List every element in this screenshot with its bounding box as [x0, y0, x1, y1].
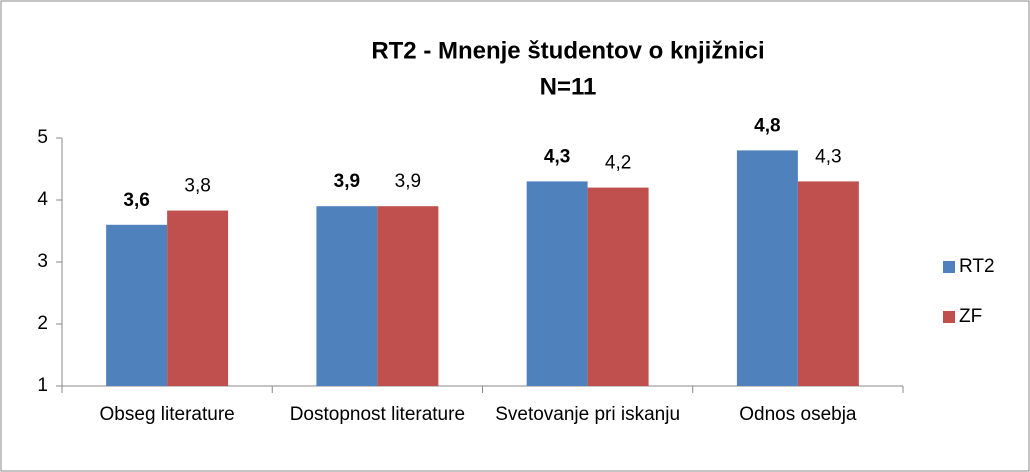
bar: [736, 150, 798, 386]
legend-swatch: [943, 261, 955, 273]
chart-subtitle: N=11: [540, 73, 597, 100]
value-label: 3,6: [123, 190, 149, 211]
y-tick-label: 4: [37, 189, 48, 210]
value-label: 4,8: [754, 115, 780, 136]
y-tick-label: 1: [37, 375, 48, 396]
bar: [526, 181, 588, 386]
value-label: 3,8: [184, 176, 210, 197]
bar: [797, 181, 859, 386]
y-tick-label: 5: [37, 127, 48, 148]
value-label: 4,3: [815, 146, 841, 167]
legend-swatch: [943, 311, 955, 323]
bar: [587, 187, 649, 386]
legend-label: ZF: [959, 306, 982, 327]
x-tick-label: Dostopnost literature: [289, 404, 466, 425]
value-label: 3,9: [395, 171, 421, 192]
x-tick-label: Svetovanje pri iskanju: [495, 404, 681, 425]
bar: [377, 206, 439, 386]
legend-label: RT2: [959, 256, 995, 277]
y-tick-label: 2: [37, 313, 48, 334]
bar: [106, 224, 168, 386]
value-label: 4,3: [544, 146, 570, 167]
value-label: 3,9: [334, 171, 360, 192]
x-tick-label: Obseg literature: [99, 404, 235, 425]
chart-title: RT2 - Mnenje študentov o knjižnici: [371, 37, 764, 64]
bar: [167, 210, 229, 386]
bar: [316, 206, 378, 386]
x-tick-label: Odnos osebja: [739, 404, 857, 425]
value-label: 4,2: [605, 153, 631, 174]
y-tick-label: 3: [37, 251, 48, 272]
